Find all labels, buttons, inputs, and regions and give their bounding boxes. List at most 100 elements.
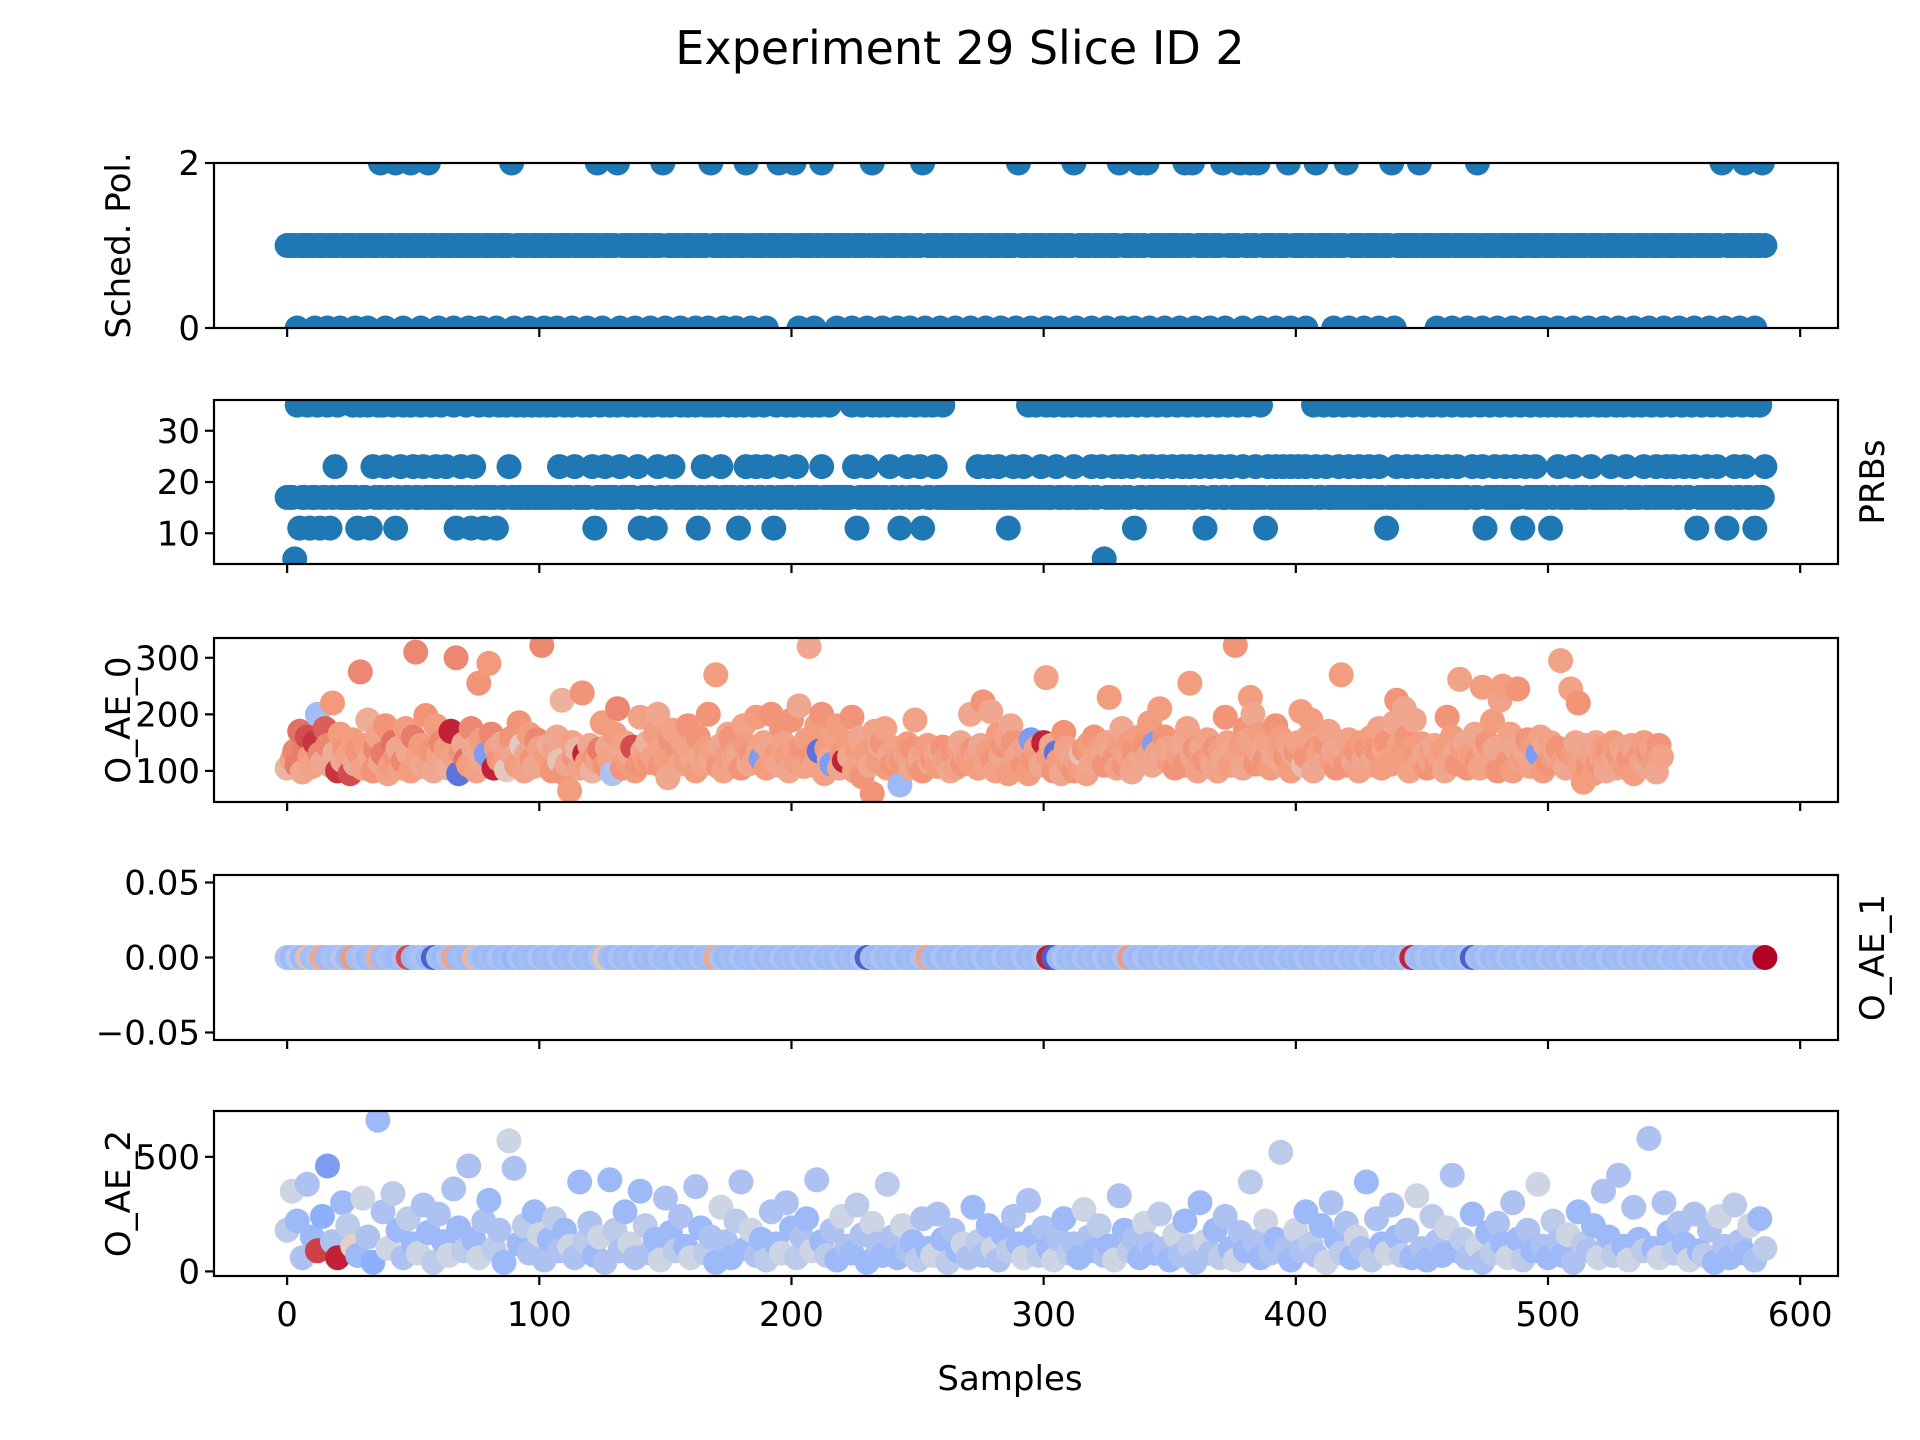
data-point (315, 1153, 340, 1179)
data-point (1253, 1208, 1279, 1234)
data-point (995, 515, 1021, 541)
data-point (1560, 454, 1586, 480)
data-point (726, 515, 751, 541)
data-point (403, 639, 429, 665)
data-point (1742, 315, 1768, 328)
data-point (1147, 696, 1173, 722)
data-point (605, 696, 630, 722)
data-point (443, 645, 469, 671)
data-point (1621, 1194, 1647, 1220)
data-point (1134, 163, 1160, 176)
data-point (491, 1249, 517, 1275)
data-point (1565, 690, 1591, 716)
data-point (496, 454, 522, 480)
data-point (380, 1181, 406, 1206)
data-point (569, 680, 595, 706)
data-point (1606, 1162, 1632, 1188)
data-point (1240, 701, 1266, 727)
y-tick-label: 0 (178, 309, 200, 349)
data-point (1212, 1203, 1238, 1229)
data-point (652, 1185, 678, 1211)
data-point (355, 1224, 381, 1250)
data-point (1172, 1208, 1198, 1234)
data-point (1447, 666, 1473, 692)
data-point (1722, 1192, 1748, 1218)
data-point (796, 638, 822, 659)
data-point (773, 1190, 799, 1216)
data-point (584, 163, 610, 176)
data-point (650, 163, 676, 176)
y-axis-label: O_AE_2 (99, 1130, 139, 1257)
y-tick-label: 20 (157, 463, 200, 503)
y-axis-label: PRBs (1853, 439, 1893, 524)
data-point (1318, 1190, 1344, 1216)
data-point (383, 515, 409, 541)
data-point (1578, 454, 1604, 480)
data-point (809, 163, 835, 176)
data-point (844, 1192, 870, 1218)
subplot-5: 0 500 0 100 200 300 400 500 600 O_AE_2 (99, 1109, 1840, 1335)
data-point (605, 163, 630, 176)
data-point (625, 454, 651, 480)
x-tick-label: 600 (1768, 1295, 1833, 1335)
data-point (1147, 1201, 1173, 1227)
data-point (1268, 1139, 1294, 1165)
data-point (753, 315, 779, 328)
data-point (557, 778, 583, 802)
data-point (1515, 1217, 1541, 1243)
subplot-2: 10 20 30 PRBs (157, 398, 1893, 573)
data-point (1275, 163, 1301, 176)
data-point (496, 1128, 522, 1154)
data-point (486, 1217, 512, 1243)
x-tick-label: 300 (1011, 1295, 1076, 1335)
data-point (794, 1206, 820, 1232)
data-point (1742, 515, 1768, 541)
axes-frame (212, 636, 1840, 804)
data-point (521, 1199, 547, 1225)
data-point (728, 1169, 754, 1195)
data-point (1177, 670, 1203, 696)
data-point (1510, 515, 1536, 541)
data-point (1245, 163, 1271, 176)
data-point (902, 707, 928, 733)
data-point (668, 1203, 693, 1229)
x-tick-label: 400 (1263, 1295, 1328, 1335)
data-point (1749, 484, 1775, 510)
data-point (1752, 233, 1778, 258)
y-axis-label: O_AE_1 (1853, 894, 1893, 1021)
data-point (801, 315, 827, 328)
data-point (627, 1178, 653, 1204)
data-point (645, 701, 671, 727)
data-point (1747, 400, 1773, 418)
data-point (476, 650, 502, 676)
data-point (809, 454, 835, 480)
data-point (844, 515, 870, 541)
data-point (887, 515, 913, 541)
data-point (1179, 163, 1205, 176)
series-points (274, 638, 1674, 802)
data-point (1293, 315, 1319, 328)
data-point (1752, 945, 1778, 970)
data-point (1401, 707, 1427, 733)
data-point (1525, 1171, 1551, 1197)
axes-frame (212, 1109, 1840, 1278)
series-points (274, 400, 1778, 564)
data-point (549, 687, 575, 713)
data-point (1381, 315, 1407, 328)
data-point (1071, 1197, 1097, 1222)
x-tick-label: 500 (1516, 1295, 1581, 1335)
data-point (335, 1213, 361, 1239)
data-point (698, 163, 724, 176)
data-point (839, 704, 865, 730)
data-point (978, 699, 1004, 724)
data-point (922, 454, 948, 480)
data-point (350, 1185, 376, 1211)
data-point (1649, 744, 1674, 770)
y-tick-label: 0.00 (124, 939, 200, 979)
y-tick-label: 30 (157, 412, 200, 452)
data-point (1051, 1206, 1077, 1232)
data-point (1005, 163, 1031, 176)
data-point (1704, 454, 1730, 480)
data-point (582, 515, 608, 541)
